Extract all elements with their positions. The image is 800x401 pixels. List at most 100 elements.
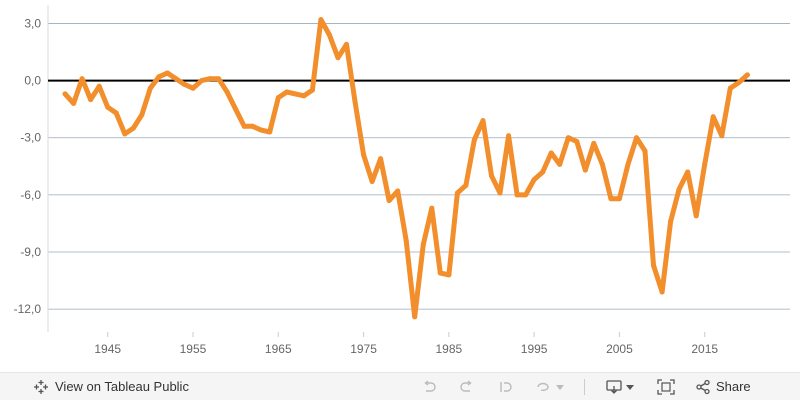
data-point[interactable]: [96, 83, 102, 89]
refresh-button[interactable]: [532, 373, 554, 401]
data-point[interactable]: [250, 123, 256, 129]
data-point[interactable]: [565, 135, 571, 141]
data-point[interactable]: [489, 173, 494, 179]
data-point[interactable]: [429, 205, 435, 211]
data-point[interactable]: [71, 100, 77, 106]
data-point[interactable]: [88, 97, 94, 103]
data-point[interactable]: [437, 270, 443, 276]
data-point[interactable]: [480, 118, 486, 124]
data-point[interactable]: [744, 72, 750, 78]
data-point[interactable]: [309, 87, 315, 93]
data-point[interactable]: [267, 129, 273, 135]
data-point[interactable]: [616, 196, 622, 202]
share-button[interactable]: Share: [695, 373, 761, 401]
data-point[interactable]: [608, 196, 614, 202]
data-point[interactable]: [454, 190, 460, 196]
data-point[interactable]: [471, 137, 477, 143]
data-point[interactable]: [506, 133, 512, 139]
data-point[interactable]: [233, 106, 239, 112]
data-point[interactable]: [386, 198, 392, 204]
data-point[interactable]: [548, 150, 554, 156]
data-point[interactable]: [284, 89, 290, 95]
data-point[interactable]: [719, 133, 725, 139]
data-point[interactable]: [190, 85, 196, 91]
undo-button[interactable]: [418, 373, 440, 401]
data-point[interactable]: [651, 262, 656, 268]
data-point[interactable]: [105, 104, 111, 110]
data-point[interactable]: [378, 156, 384, 162]
data-point[interactable]: [122, 131, 128, 137]
redo-button[interactable]: [456, 373, 478, 401]
data-point[interactable]: [139, 112, 145, 118]
data-point[interactable]: [147, 85, 153, 91]
data-point[interactable]: [599, 161, 605, 167]
data-point[interactable]: [668, 219, 674, 224]
data-point[interactable]: [557, 161, 563, 167]
data-point[interactable]: [113, 110, 119, 116]
data-point[interactable]: [403, 238, 409, 244]
data-point[interactable]: [352, 99, 358, 104]
data-point[interactable]: [582, 167, 588, 173]
data-point[interactable]: [164, 70, 170, 76]
data-point[interactable]: [173, 76, 179, 82]
data-point[interactable]: [574, 139, 580, 144]
data-point[interactable]: [62, 91, 68, 97]
data-point[interactable]: [369, 179, 375, 184]
data-point[interactable]: [156, 74, 162, 80]
data-point[interactable]: [241, 123, 247, 129]
data-point[interactable]: [514, 192, 520, 198]
data-point[interactable]: [335, 55, 341, 61]
data-point[interactable]: [395, 188, 401, 194]
data-point[interactable]: [642, 148, 648, 154]
data-point[interactable]: [207, 76, 213, 82]
data-point[interactable]: [361, 152, 367, 158]
data-point[interactable]: [318, 17, 324, 23]
data-point[interactable]: [659, 289, 665, 295]
data-point[interactable]: [727, 85, 733, 91]
y-tick-label: -3,0: [20, 131, 41, 145]
data-point[interactable]: [625, 161, 631, 167]
x-tick-label: 1995: [521, 342, 548, 356]
data-point[interactable]: [463, 182, 469, 188]
data-point[interactable]: [591, 140, 597, 146]
data-point[interactable]: [497, 190, 503, 196]
pause-dropdown-button[interactable]: [554, 373, 566, 401]
data-point[interactable]: [540, 169, 546, 175]
x-tick-label: 1965: [265, 342, 292, 356]
data-point[interactable]: [523, 192, 529, 198]
data-point[interactable]: [702, 161, 708, 167]
data-point[interactable]: [182, 81, 187, 87]
data-point[interactable]: [736, 80, 742, 85]
data-point[interactable]: [275, 95, 281, 101]
chart-area: 3,0 0,0 -3,0 -6,0 -9,0 -12,0 1945 1955 1965 1975 1…: [14, 5, 790, 356]
data-point[interactable]: [531, 177, 537, 183]
fullscreen-button[interactable]: [655, 373, 677, 401]
data-point[interactable]: [420, 241, 426, 247]
data-point[interactable]: [258, 127, 264, 133]
data-point[interactable]: [216, 76, 222, 82]
toolbar-divider: [583, 378, 585, 395]
y-tick-label: -12,0: [14, 302, 42, 316]
data-point[interactable]: [292, 91, 298, 97]
data-point[interactable]: [79, 76, 85, 82]
data-point[interactable]: [676, 186, 682, 192]
data-point[interactable]: [412, 314, 418, 320]
fullscreen-icon: [657, 378, 675, 395]
data-point[interactable]: [634, 135, 639, 141]
data-point[interactable]: [693, 213, 699, 219]
data-point[interactable]: [446, 272, 452, 278]
data-point[interactable]: [685, 169, 691, 175]
download-button[interactable]: [603, 373, 639, 401]
data-point[interactable]: [344, 41, 349, 47]
revert-button[interactable]: [494, 373, 516, 401]
data-point[interactable]: [326, 32, 332, 38]
data-point[interactable]: [224, 89, 230, 95]
data-point[interactable]: [710, 114, 716, 120]
data-point[interactable]: [130, 125, 136, 131]
redo-icon: [460, 379, 472, 392]
data-point[interactable]: [199, 78, 204, 84]
view-on-tableau-public-link[interactable]: View on Tableau Public: [0, 379, 189, 395]
data-point[interactable]: [301, 93, 307, 99]
x-tick-label: 1945: [94, 342, 121, 356]
y-tick-label: -6,0: [20, 188, 41, 202]
